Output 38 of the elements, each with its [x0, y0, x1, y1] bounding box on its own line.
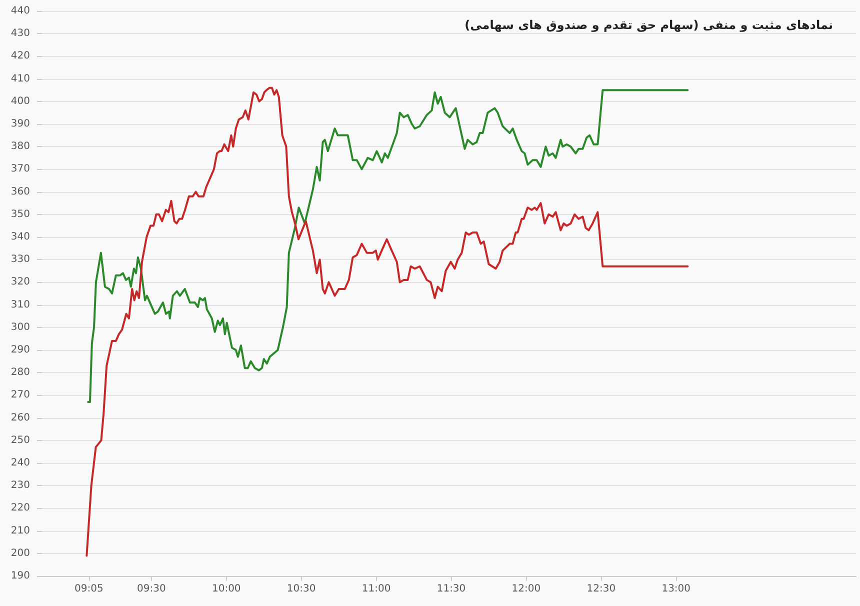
y-tick-label: 410: [10, 73, 30, 84]
x-tick-label: 09:30: [137, 584, 166, 594]
y-tick-label: 210: [10, 525, 30, 536]
line-series: [87, 89, 689, 403]
y-tick-label: 250: [10, 434, 30, 446]
y-tick-label: 310: [10, 299, 30, 310]
y-tick-label: 220: [10, 502, 30, 514]
y-tick-label: 350: [10, 208, 30, 220]
y-tick-label: 240: [10, 458, 30, 468]
line-series: [86, 86, 689, 557]
x-tick-label: 09:05: [74, 584, 104, 594]
x-tick-label: 12:00: [512, 584, 541, 594]
x-tick-label: 12:30: [586, 584, 616, 594]
x-tick-label: 11:30: [436, 584, 466, 594]
y-tick-label: 320: [10, 276, 30, 288]
x-tick-label: 13:00: [662, 584, 691, 594]
y-tick-label: 440: [10, 6, 30, 16]
y-tick-label: 200: [10, 548, 30, 559]
x-tick-label: 10:00: [212, 584, 241, 594]
y-tick-label: 380: [10, 141, 30, 152]
y-tick-label: 340: [10, 232, 30, 242]
y-tick-label: 260: [10, 412, 30, 424]
y-tick-label: 330: [10, 254, 30, 266]
y-tick-label: 270: [10, 390, 30, 401]
y-tick-label: 360: [10, 186, 30, 198]
y-tick-label: 430: [10, 28, 30, 40]
text: نمادهای مثبت و منفی (سهام حق تقدم و صندوق های سهامی): [464, 18, 834, 32]
y-tick-label: 230: [10, 480, 30, 492]
x-tick-label: 10:30: [286, 584, 316, 594]
x-tick-label: 11:00: [362, 584, 391, 594]
y-tick-label: 190: [10, 570, 30, 582]
y-tick-label: 390: [10, 118, 30, 130]
y-tick-label: 290: [10, 344, 30, 356]
y-tick-label: 280: [10, 367, 30, 378]
y-tick-label: 370: [10, 164, 30, 175]
y-tick-label: 400: [10, 96, 30, 107]
y-tick-label: 300: [10, 322, 30, 333]
y-tick-label: 420: [10, 50, 30, 62]
